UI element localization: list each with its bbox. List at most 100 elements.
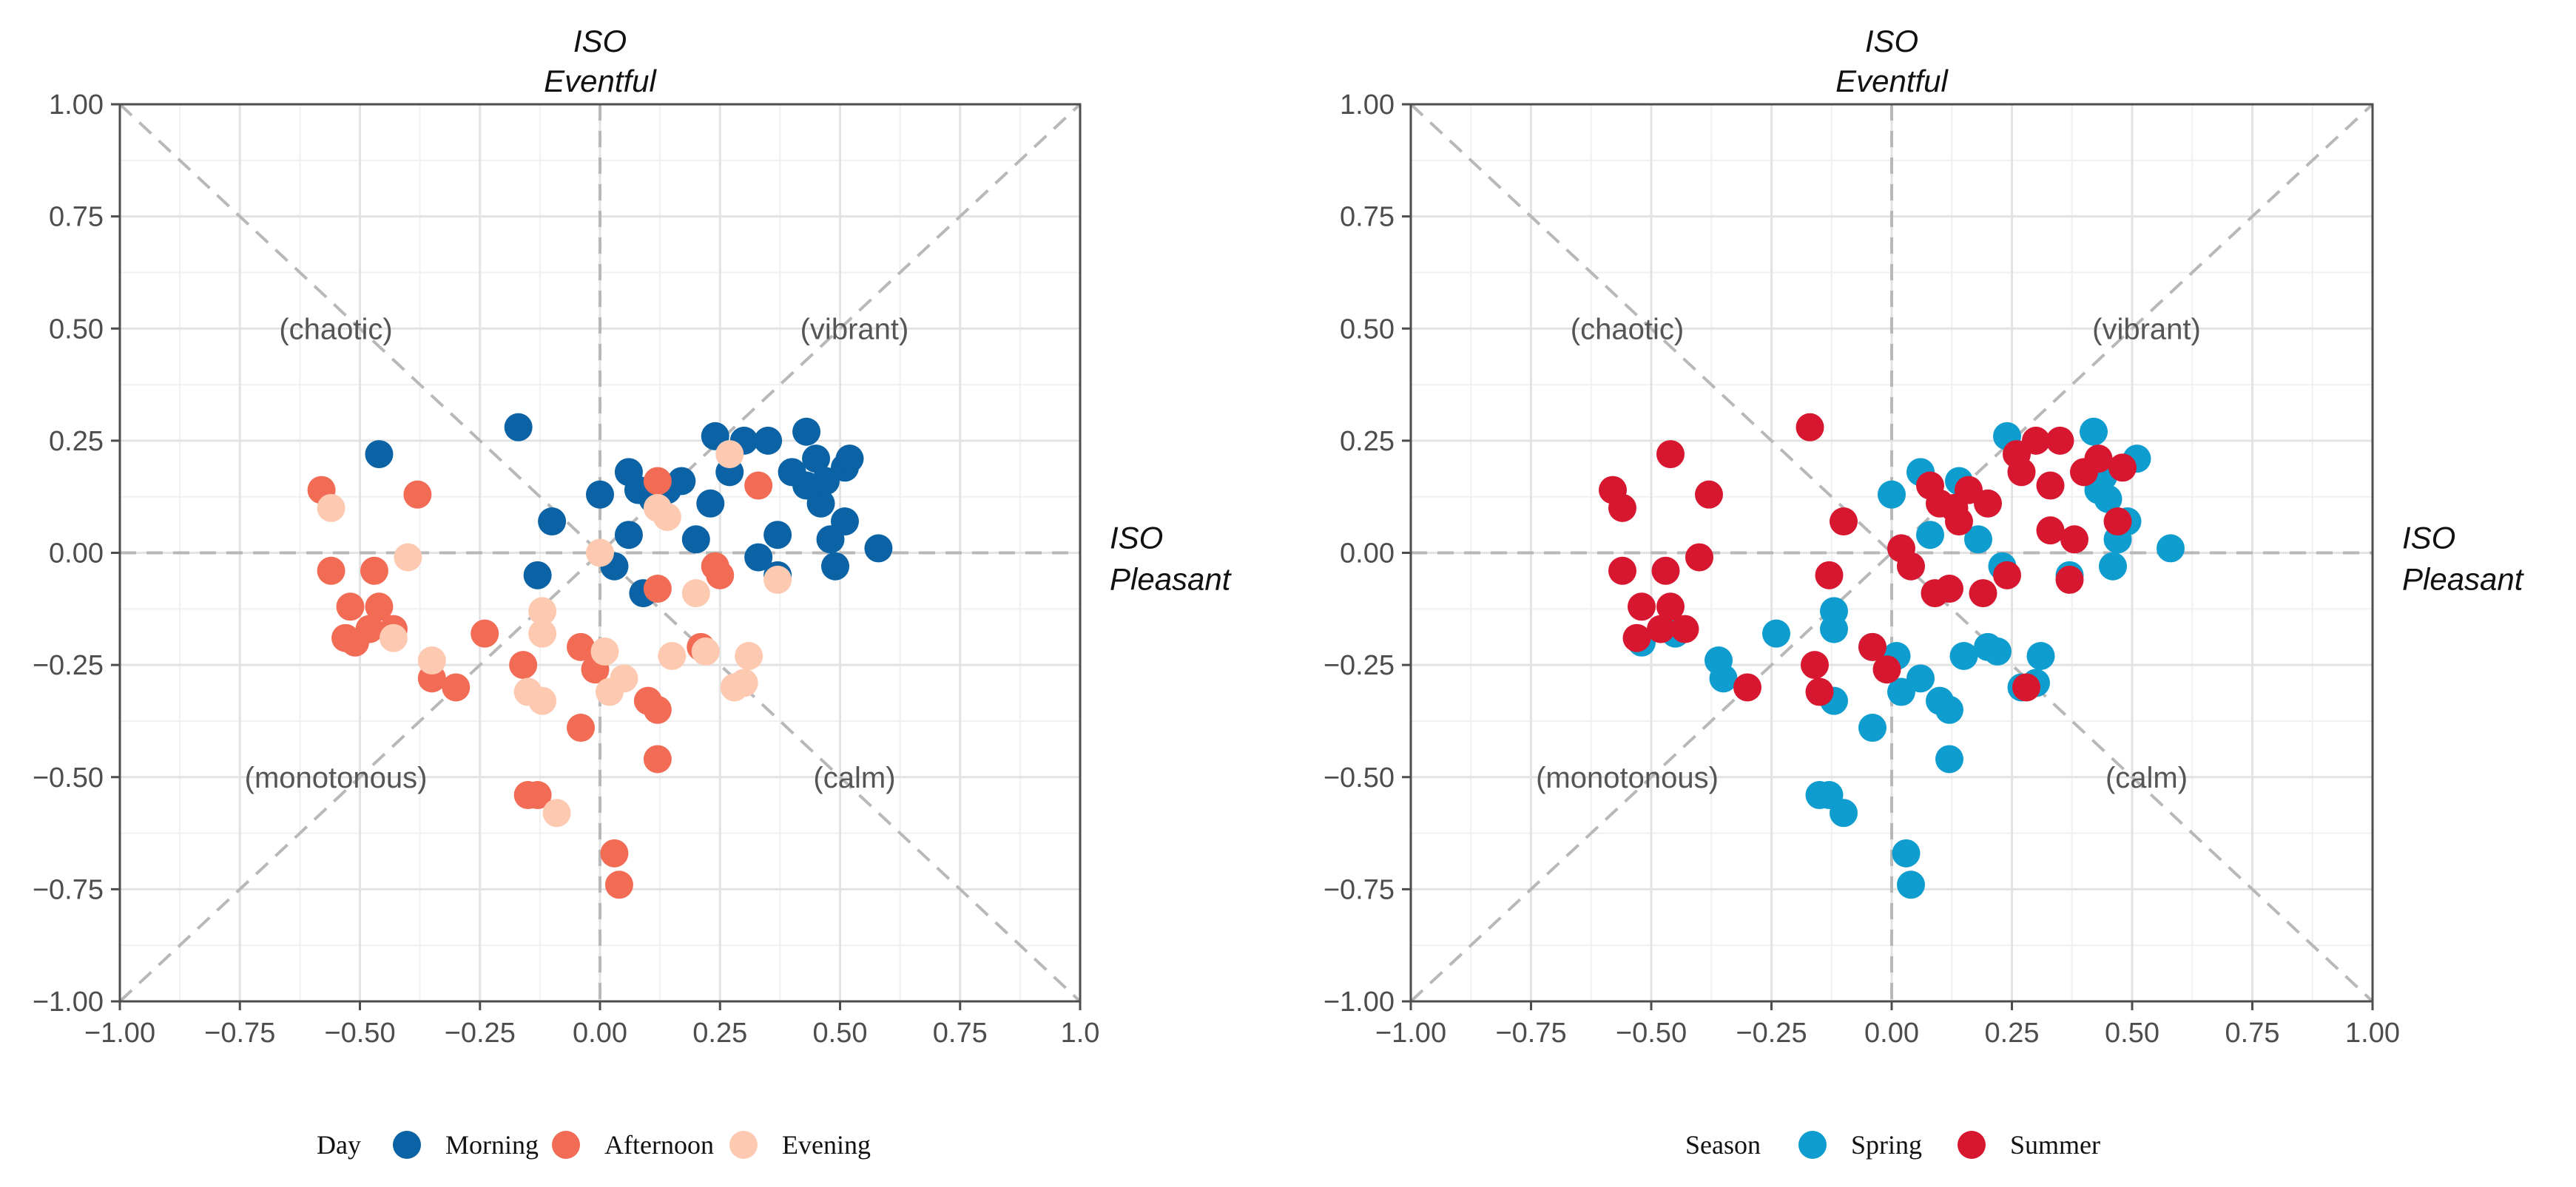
data-point-summer bbox=[2084, 444, 2113, 473]
y-tick-label: −1.00 bbox=[1324, 987, 1395, 1018]
data-point-afternoon bbox=[567, 714, 596, 743]
diagonal-line-falling bbox=[1409, 103, 2374, 1003]
x-tick-label: 0.50 bbox=[813, 1018, 868, 1049]
legend-label-afternoon: Afternoon bbox=[604, 1130, 714, 1160]
data-point-summer bbox=[1935, 575, 1963, 603]
data-point-summer bbox=[1695, 480, 1723, 509]
data-point-summer bbox=[1993, 561, 2021, 589]
data-point-summer bbox=[2046, 426, 2074, 455]
data-point-summer bbox=[2007, 458, 2036, 487]
data-point-morning bbox=[365, 440, 394, 469]
axis-title-eventful: Eventful bbox=[544, 64, 657, 98]
data-point-spring bbox=[1858, 714, 1887, 743]
day-scatter-panel: −1.00 −0.75 −0.50 −0.25 0.00 0.25 0.50 0.75 1.0 1… bbox=[33, 24, 1233, 1160]
data-point-morning bbox=[830, 507, 859, 536]
axis-title-iso-right: ISO bbox=[2402, 521, 2455, 555]
x-tick-label: 0.75 bbox=[2225, 1018, 2280, 1049]
data-point-summer bbox=[1801, 651, 1829, 680]
data-point-spring bbox=[1935, 695, 1963, 724]
data-point-spring bbox=[1709, 664, 1738, 693]
data-point-afternoon bbox=[604, 870, 633, 899]
y-tick-label: −0.25 bbox=[1324, 650, 1395, 681]
data-point-evening bbox=[379, 623, 408, 652]
data-point-summer bbox=[2036, 471, 2065, 500]
legend-key-summer bbox=[1958, 1131, 1986, 1159]
x-tick-label: −0.75 bbox=[1495, 1018, 1566, 1049]
quadrant-label-monotonous: (monotonous) bbox=[1536, 762, 1719, 794]
data-point-summer bbox=[1945, 507, 1973, 536]
y-tick-label: −0.75 bbox=[1324, 874, 1395, 905]
x-tick-label: 0.25 bbox=[1985, 1018, 2040, 1049]
legend-key-spring bbox=[1798, 1131, 1827, 1159]
x-tick-label: −0.50 bbox=[324, 1018, 395, 1049]
data-point-summer bbox=[1647, 615, 1675, 643]
data-point-spring bbox=[1762, 619, 1790, 648]
data-point-evening bbox=[417, 646, 446, 675]
data-point-morning bbox=[744, 543, 773, 572]
data-point-spring bbox=[2026, 641, 2055, 670]
y-tick-label: 0.00 bbox=[1340, 538, 1395, 569]
data-point-summer bbox=[1656, 592, 1685, 621]
data-point-summer bbox=[1608, 493, 1636, 522]
data-point-summer bbox=[1733, 673, 1761, 702]
y-tick-label: 1.00 bbox=[1340, 89, 1395, 121]
data-point-summer bbox=[1796, 413, 1824, 442]
data-point-spring bbox=[1820, 615, 1848, 643]
data-point-afternoon bbox=[744, 471, 773, 500]
legend-label-summer: Summer bbox=[2010, 1130, 2100, 1160]
quadrant-label-calm: (calm) bbox=[2105, 762, 2188, 794]
data-point-afternoon bbox=[523, 781, 552, 810]
legend-key-afternoon bbox=[552, 1131, 580, 1159]
data-point-spring bbox=[1949, 641, 1978, 670]
data-point-morning bbox=[523, 561, 552, 589]
data-point-spring bbox=[1897, 870, 1925, 899]
data-point-morning bbox=[681, 525, 710, 554]
quadrant-label-calm: (calm) bbox=[813, 762, 895, 794]
series-summer bbox=[1599, 413, 2137, 706]
data-point-afternoon bbox=[365, 592, 394, 621]
quadrant-label-vibrant: (vibrant) bbox=[2092, 313, 2201, 345]
data-point-evening bbox=[394, 543, 422, 572]
data-point-afternoon bbox=[336, 592, 365, 621]
data-point-afternoon bbox=[706, 561, 735, 589]
x-tick-label: 1.00 bbox=[2345, 1018, 2400, 1049]
x-tick-label: 0.00 bbox=[1864, 1018, 1919, 1049]
x-tick-label: −1.00 bbox=[1375, 1018, 1446, 1049]
data-point-morning bbox=[614, 521, 643, 549]
data-point-evening bbox=[528, 686, 557, 715]
data-point-evening bbox=[528, 619, 557, 648]
data-point-afternoon bbox=[567, 632, 596, 661]
data-point-evening bbox=[735, 641, 763, 670]
legend-label-spring: Spring bbox=[1851, 1130, 1922, 1160]
data-point-evening bbox=[715, 440, 744, 469]
data-point-summer bbox=[2022, 426, 2050, 455]
data-point-evening bbox=[653, 502, 681, 531]
axis-title-pleasant: Pleasant bbox=[1110, 562, 1233, 597]
data-point-morning bbox=[504, 413, 533, 442]
data-point-spring bbox=[2157, 534, 2185, 563]
data-point-evening bbox=[317, 493, 345, 522]
data-point-afternoon bbox=[509, 651, 538, 680]
data-point-summer bbox=[2103, 507, 2132, 536]
x-tick-label: −1.00 bbox=[84, 1018, 155, 1049]
diagonal-line-rising bbox=[118, 103, 1082, 1003]
y-tick-label: 0.75 bbox=[49, 202, 104, 233]
data-point-evening bbox=[542, 799, 571, 828]
data-point-morning bbox=[806, 489, 835, 518]
data-point-evening bbox=[590, 637, 619, 666]
data-point-morning bbox=[754, 426, 783, 455]
data-point-evening bbox=[528, 597, 557, 626]
legend-key-morning bbox=[393, 1131, 421, 1159]
data-point-summer bbox=[1608, 556, 1636, 585]
data-point-evening bbox=[681, 579, 710, 608]
data-point-morning bbox=[696, 489, 725, 518]
data-point-summer bbox=[1656, 440, 1685, 469]
diagonal-line-falling bbox=[118, 103, 1082, 1003]
data-point-summer bbox=[1815, 561, 1844, 589]
data-point-evening bbox=[729, 669, 758, 697]
data-point-morning bbox=[792, 417, 821, 446]
data-point-morning bbox=[667, 467, 696, 496]
x-tick-label: −0.25 bbox=[445, 1018, 516, 1049]
x-tick-label: 0.75 bbox=[933, 1018, 988, 1049]
y-tick-label: −0.25 bbox=[33, 650, 104, 681]
